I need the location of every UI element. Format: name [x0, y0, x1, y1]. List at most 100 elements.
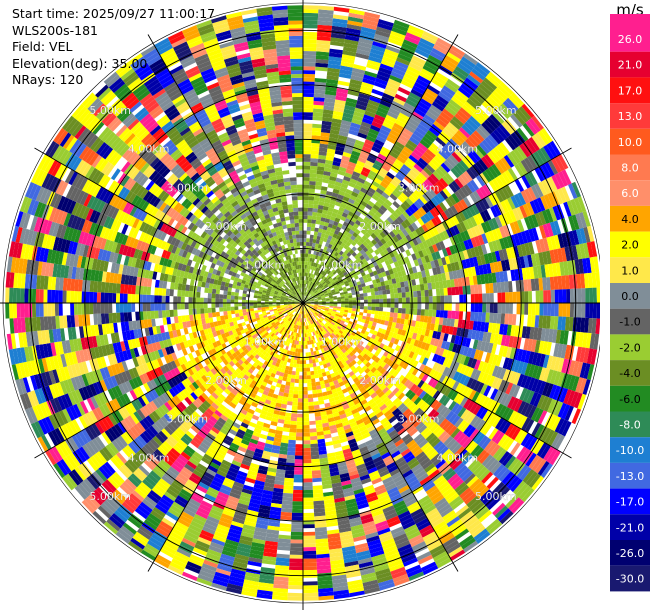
velocity-gate: [322, 174, 330, 180]
velocity-gate: [316, 212, 323, 218]
velocity-gate: [325, 155, 334, 162]
velocity-gate: [303, 150, 311, 155]
velocity-gate: [311, 142, 320, 148]
velocity-gate: [375, 156, 386, 165]
velocity-gate: [313, 100, 325, 106]
velocity-gate: [453, 92, 467, 105]
velocity-gate: [353, 167, 362, 174]
velocity-gate: [309, 169, 317, 174]
velocity-gate: [320, 135, 330, 141]
velocity-gate: [331, 264, 337, 269]
velocity-gate: [307, 280, 309, 285]
velocity-gate: [393, 97, 406, 106]
velocity-gate: [407, 95, 420, 105]
velocity-gate: [379, 194, 388, 203]
velocity-gate: [317, 204, 324, 210]
velocity-gate: [384, 174, 393, 183]
velocity-gate: [419, 139, 431, 149]
velocity-gate: [323, 171, 331, 176]
velocity-gate: [303, 291, 305, 296]
velocity-gate: [412, 85, 426, 95]
velocity-gate: [413, 130, 425, 140]
velocity-gate: [309, 257, 313, 262]
velocity-gate: [408, 154, 419, 164]
velocity-gate: [303, 196, 309, 201]
velocity-gate: [358, 92, 371, 100]
velocity-gate: [318, 273, 322, 278]
velocity-gate: [326, 152, 335, 158]
velocity-gate: [327, 270, 332, 275]
velocity-gate: [315, 185, 322, 190]
velocity-gate: [303, 241, 307, 246]
velocity-gate: [396, 155, 407, 164]
velocity-gate: [428, 126, 440, 137]
velocity-gate: [315, 280, 319, 285]
velocity-gate: [331, 224, 338, 230]
velocity-gate: [393, 19, 410, 29]
velocity-gate: [314, 279, 318, 284]
velocity-gate: [347, 90, 360, 97]
velocity-gate: [327, 144, 337, 150]
velocity-gate: [401, 164, 412, 173]
velocity-gate: [303, 188, 309, 193]
velocity-gate: [343, 208, 350, 215]
velocity-gate: [368, 170, 378, 178]
velocity-gate: [307, 280, 311, 285]
velocity-gate: [317, 255, 321, 261]
velocity-gate: [444, 82, 458, 93]
velocity-gate: [419, 37, 435, 48]
velocity-gate: [323, 109, 334, 115]
velocity-gate: [333, 106, 345, 113]
velocity-gate: [431, 47, 447, 59]
velocity-gate: [408, 117, 420, 127]
velocity-gate: [413, 107, 426, 118]
velocity-gate: [311, 273, 314, 278]
velocity-gate: [318, 13, 334, 19]
velocity-gate: [361, 22, 378, 31]
velocity-gate: [320, 132, 330, 138]
velocity-gate: [310, 154, 319, 159]
velocity-gate: [397, 86, 411, 96]
velocity-gate: [312, 112, 323, 117]
velocity-gate: [368, 128, 380, 136]
velocity-gate: [355, 219, 362, 226]
velocity-gate: [307, 269, 311, 274]
velocity-gate: [339, 203, 347, 209]
velocity-gate: [322, 262, 326, 267]
velocity-gate: [316, 51, 330, 57]
velocity-gate: [354, 139, 365, 147]
velocity-gate: [305, 292, 308, 296]
velocity-gate: [410, 151, 421, 161]
velocity-gate: [343, 108, 355, 115]
velocity-gate: [364, 70, 378, 78]
velocity-gate: [343, 244, 349, 250]
velocity-gate: [320, 261, 324, 266]
velocity-gate: [378, 19, 394, 27]
velocity-gate: [374, 33, 390, 42]
velocity-gate: [368, 55, 383, 64]
velocity-gate: [361, 219, 368, 226]
velocity-gate: [353, 143, 364, 150]
velocity-gate: [398, 49, 414, 59]
velocity-gate: [345, 241, 352, 247]
velocity-gate: [337, 194, 344, 200]
velocity-gate: [331, 164, 340, 171]
velocity-gate: [361, 81, 374, 89]
velocity-gate: [388, 150, 399, 159]
velocity-gate: [303, 177, 310, 181]
velocity-gate: [321, 128, 331, 134]
velocity-gate: [368, 210, 376, 217]
velocity-gate: [362, 167, 371, 174]
velocity-gate: [313, 231, 319, 236]
velocity-gate: [379, 167, 389, 175]
velocity-gate: [305, 288, 307, 292]
velocity-gate: [355, 103, 367, 111]
velocity-gate: [329, 129, 340, 135]
velocity-gate: [440, 88, 454, 100]
velocity-gate: [421, 117, 434, 127]
velocity-gate: [430, 123, 443, 134]
velocity-gate: [316, 276, 320, 281]
velocity-gate: [325, 269, 330, 274]
velocity-gate: [338, 250, 344, 256]
velocity-gate: [307, 284, 309, 289]
